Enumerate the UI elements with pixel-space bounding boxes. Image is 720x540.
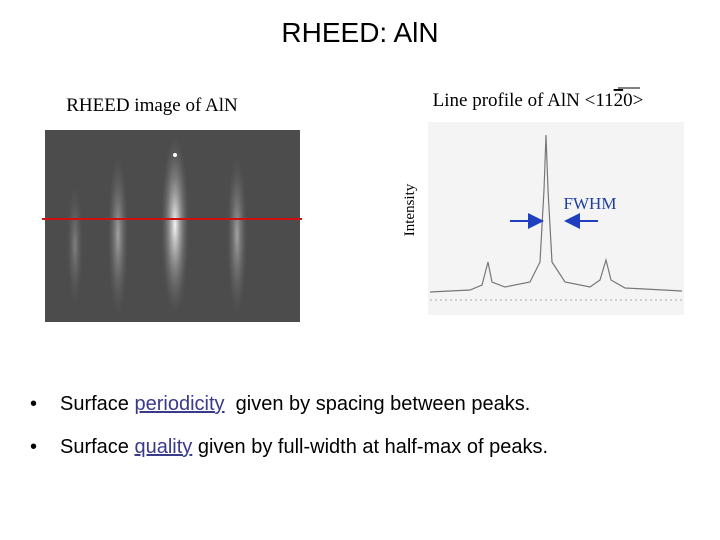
right-caption: Line profile of AlN <1120> — [433, 90, 644, 111]
caption-overline-digit: 2 — [614, 90, 624, 111]
bullet-part: given by full-width at half-max of peaks… — [192, 436, 548, 458]
underlined-term: quality — [134, 436, 192, 458]
bullet-part: given by spacing between peaks. — [225, 393, 531, 415]
bullet-part: Surface — [60, 393, 134, 415]
line-profile — [428, 122, 684, 315]
bullet-text: Surface periodicity given by spacing bet… — [60, 393, 530, 415]
bullet-marker: • — [30, 393, 37, 415]
rheed-image — [42, 130, 302, 322]
bullet-marker: • — [30, 436, 37, 458]
bullet-text: Surface quality given by full-width at h… — [60, 436, 548, 458]
fwhm-label: FWHM — [564, 194, 617, 213]
caption-text: Line profile of AlN <11 — [433, 90, 614, 111]
bullet-part: Surface — [60, 436, 134, 458]
y-axis-label: Intensity — [402, 183, 418, 236]
left-caption: RHEED image of AlN — [66, 95, 238, 116]
caption-text: 0> — [623, 90, 643, 111]
slide-title: RHEED: AlN — [281, 17, 438, 48]
underlined-term: periodicity — [134, 393, 224, 415]
